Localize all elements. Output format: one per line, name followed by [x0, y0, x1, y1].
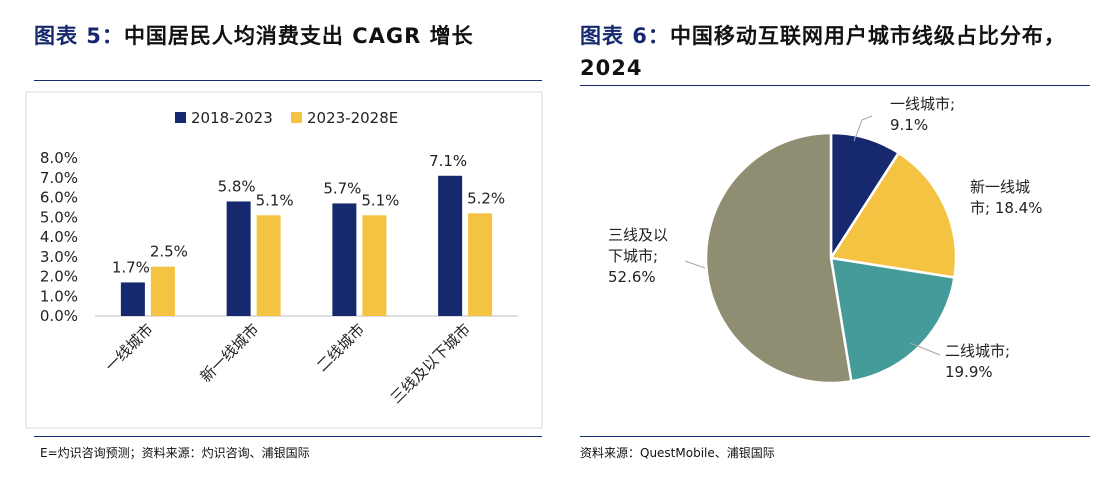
- pie-leader-line: [684, 260, 706, 269]
- y-tick-label: 0.0%: [40, 307, 78, 325]
- legend-label: 2018-2023: [191, 109, 273, 127]
- right-figure-title: 图表 6：中国移动互联网用户城市线级占比分布， 2024: [580, 20, 1100, 84]
- y-tick-label: 1.0%: [40, 287, 78, 305]
- y-tick-label: 8.0%: [40, 149, 78, 167]
- legend-swatch: [291, 112, 302, 123]
- category-label: 三线及以下城市: [387, 320, 474, 407]
- right-figure-panel: 图表 6：中国移动互联网用户城市线级占比分布， 2024 一线城市; 9.1% 新一…: [560, 0, 1116, 484]
- y-tick-label: 2.0%: [40, 268, 78, 286]
- legend-swatch: [175, 112, 186, 123]
- bar-value-label: 2.5%: [150, 243, 188, 261]
- left-figure-number: 图表 5：: [34, 24, 124, 48]
- bar: [150, 266, 175, 316]
- right-source-rule: [580, 436, 1090, 437]
- bar-value-label: 5.1%: [256, 191, 294, 209]
- bar: [438, 175, 463, 316]
- bar-value-label: 7.1%: [429, 152, 467, 170]
- bar-value-label: 5.1%: [361, 191, 399, 209]
- y-tick-label: 5.0%: [40, 208, 78, 226]
- bar: [120, 282, 145, 316]
- category-label: 二线城市: [313, 320, 368, 375]
- pie-slice: [829, 256, 956, 383]
- pie-leader-line: [853, 115, 873, 142]
- bar: [468, 213, 493, 316]
- left-source-note: E=灼识咨询预测；资料来源：灼识咨询、浦银国际: [40, 446, 310, 460]
- y-tick-label: 6.0%: [40, 189, 78, 207]
- y-tick-label: 7.0%: [40, 169, 78, 187]
- bar-value-label: 1.7%: [112, 258, 150, 276]
- bar-chart: 2018-2023 2023-2028E 8.0% 7.0% 6.0%5.0% 4.0% 3…: [25, 91, 543, 429]
- bar-value-label: 5.2%: [467, 189, 505, 207]
- right-figure-title-year: 2024: [580, 56, 643, 80]
- left-figure-title: 图表 5：中国居民人均消费支出 CAGR 增长: [34, 20, 474, 52]
- pie-slice-label: 一线城市; 9.1%: [890, 95, 955, 134]
- right-title-rule: [580, 85, 1090, 86]
- bar-value-label: 5.7%: [323, 179, 361, 197]
- y-tick-label: 3.0%: [40, 248, 78, 266]
- pie-leader-line: [909, 342, 941, 356]
- pie-chart: 一线城市; 9.1% 新一线城市; 18.4% 二线城市; 19.9% 三线及以下城市; 5…: [608, 95, 1042, 385]
- pie-slice: [704, 131, 853, 385]
- bar: [332, 203, 357, 316]
- right-figure-number: 图表 6：: [580, 24, 670, 48]
- right-source-note: 资料来源：QuestMobile、浦银国际: [580, 446, 775, 460]
- pie-slice-label: 三线及以下城市; 52.6%: [608, 226, 668, 286]
- left-figure-panel: 图表 5：中国居民人均消费支出 CAGR 增长 2018-2023 2023-20…: [25, 20, 543, 460]
- bar: [226, 201, 251, 316]
- right-figure-title-text: 中国移动互联网用户城市线级占比分布，: [669, 24, 1066, 48]
- bar: [362, 215, 387, 316]
- category-label: 新一线城市: [197, 320, 263, 386]
- left-source-rule: [34, 436, 542, 437]
- left-title-rule: [34, 80, 542, 81]
- bar-value-label: 5.8%: [218, 177, 256, 195]
- chart-frame: [25, 91, 543, 429]
- left-figure-title-text: 中国居民人均消费支出 CAGR 增长: [123, 24, 474, 48]
- pie-slice: [828, 151, 958, 279]
- legend-label: 2023-2028E: [307, 109, 398, 127]
- category-label: 一线城市: [102, 320, 157, 375]
- pie-slice-label: 新一线城市; 18.4%: [970, 178, 1042, 217]
- y-tick-label: 4.0%: [40, 228, 78, 246]
- bar: [256, 215, 281, 316]
- pie-slice-label: 二线城市; 19.9%: [945, 342, 1010, 381]
